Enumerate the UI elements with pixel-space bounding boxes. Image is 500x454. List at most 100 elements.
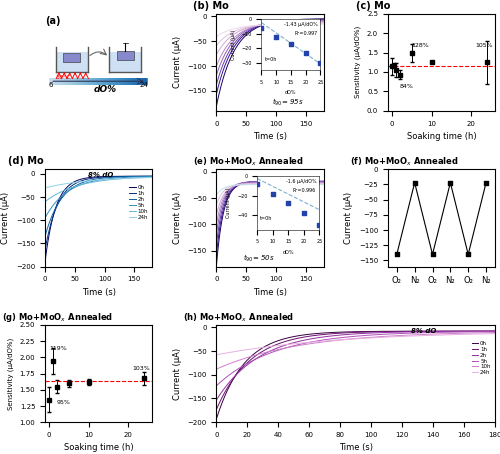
Y-axis label: Current (μA): Current (μA) bbox=[173, 347, 182, 400]
X-axis label: Time (s): Time (s) bbox=[253, 288, 287, 297]
0h bbox=[106, 174, 112, 179]
1h bbox=[348, 330, 354, 336]
10h bbox=[42, 199, 48, 204]
1h bbox=[346, 330, 352, 336]
5h bbox=[348, 334, 354, 340]
1h bbox=[379, 329, 385, 335]
5h bbox=[486, 329, 492, 334]
0h bbox=[364, 329, 370, 334]
Text: (h) Mo+MoO$_x$ Annealed: (h) Mo+MoO$_x$ Annealed bbox=[183, 311, 294, 324]
Legend: 0h, 1h, 2h, 5h, 10h, 24h: 0h, 1h, 2h, 5h, 10h, 24h bbox=[127, 184, 150, 221]
24h bbox=[149, 175, 155, 180]
1h bbox=[486, 328, 492, 334]
10h bbox=[442, 331, 448, 336]
Line: 10h: 10h bbox=[216, 332, 495, 369]
FancyBboxPatch shape bbox=[56, 52, 88, 72]
2h bbox=[214, 397, 220, 403]
2h bbox=[442, 329, 448, 334]
0h bbox=[348, 329, 354, 335]
24h bbox=[100, 177, 106, 183]
1h bbox=[94, 175, 100, 180]
2h bbox=[486, 329, 492, 334]
5h bbox=[346, 334, 352, 340]
10h bbox=[130, 175, 136, 181]
1h bbox=[130, 173, 136, 179]
0h bbox=[100, 174, 106, 179]
Point bbox=[464, 251, 472, 258]
24h bbox=[486, 331, 492, 336]
1h bbox=[492, 328, 498, 334]
Point bbox=[393, 251, 401, 258]
5h bbox=[364, 333, 370, 338]
0h bbox=[346, 329, 352, 335]
Line: 5h: 5h bbox=[216, 331, 495, 386]
5h bbox=[149, 174, 155, 179]
Text: 6: 6 bbox=[48, 82, 52, 88]
Text: 128%: 128% bbox=[412, 44, 430, 49]
Text: 105%: 105% bbox=[475, 44, 493, 49]
Text: (c) Mo: (c) Mo bbox=[356, 1, 390, 11]
0h bbox=[94, 174, 100, 180]
2h bbox=[346, 331, 352, 337]
FancyBboxPatch shape bbox=[110, 52, 142, 72]
Point bbox=[482, 179, 490, 186]
5h bbox=[94, 178, 100, 183]
Text: $t_{90}$= 50s: $t_{90}$= 50s bbox=[243, 253, 275, 264]
24h bbox=[379, 335, 385, 340]
5h bbox=[130, 174, 136, 180]
10h bbox=[364, 335, 370, 340]
10h bbox=[348, 336, 354, 342]
FancyBboxPatch shape bbox=[117, 50, 134, 60]
FancyBboxPatch shape bbox=[63, 53, 80, 62]
10h bbox=[93, 179, 99, 184]
Text: dO%: dO% bbox=[93, 85, 116, 94]
24h bbox=[42, 185, 48, 191]
Y-axis label: Current (μA): Current (μA) bbox=[173, 192, 182, 244]
Text: (g) Mo+MoO$_x$ Annealed: (g) Mo+MoO$_x$ Annealed bbox=[2, 311, 114, 324]
Y-axis label: Current (μA): Current (μA) bbox=[344, 192, 353, 244]
5h bbox=[442, 330, 448, 335]
1h bbox=[42, 247, 48, 253]
24h bbox=[348, 336, 354, 342]
0h bbox=[214, 416, 220, 422]
1h bbox=[149, 173, 155, 179]
24h bbox=[492, 331, 498, 336]
0h bbox=[146, 173, 152, 179]
24h bbox=[106, 177, 112, 182]
Text: 84%: 84% bbox=[400, 84, 413, 89]
Text: (a): (a) bbox=[45, 15, 60, 25]
24h bbox=[146, 175, 152, 180]
2h bbox=[93, 176, 99, 182]
Line: 2h: 2h bbox=[216, 331, 495, 400]
0h bbox=[442, 328, 448, 334]
Line: 2h: 2h bbox=[45, 176, 152, 237]
5h bbox=[379, 331, 385, 337]
2h bbox=[149, 173, 155, 179]
Text: 8% dO: 8% dO bbox=[88, 172, 114, 178]
2h bbox=[379, 330, 385, 336]
Y-axis label: Current (μA): Current (μA) bbox=[2, 192, 11, 244]
Text: 103%: 103% bbox=[132, 366, 150, 371]
Line: 0h: 0h bbox=[45, 176, 152, 262]
2h bbox=[100, 175, 106, 181]
1h bbox=[93, 175, 99, 181]
5h bbox=[42, 215, 48, 221]
0h bbox=[130, 173, 136, 179]
5h bbox=[100, 177, 106, 182]
Text: 8% dO: 8% dO bbox=[412, 328, 437, 334]
2h bbox=[492, 329, 498, 334]
Legend: 0h, 1h, 2h, 5h, 10h, 24h: 0h, 1h, 2h, 5h, 10h, 24h bbox=[470, 340, 492, 377]
5h bbox=[492, 329, 498, 334]
2h bbox=[364, 331, 370, 336]
2h bbox=[42, 234, 48, 239]
1h bbox=[214, 407, 220, 412]
Point bbox=[410, 179, 418, 186]
Text: 119%: 119% bbox=[49, 345, 66, 350]
Text: 24: 24 bbox=[140, 82, 148, 88]
Text: (e) Mo+MoO$_x$ Annealed: (e) Mo+MoO$_x$ Annealed bbox=[193, 155, 304, 168]
5h bbox=[93, 178, 99, 183]
Line: 24h: 24h bbox=[45, 178, 152, 188]
1h bbox=[100, 174, 106, 180]
Text: (f) Mo+MoO$_x$ Annealed: (f) Mo+MoO$_x$ Annealed bbox=[350, 155, 459, 168]
1h bbox=[146, 173, 152, 179]
